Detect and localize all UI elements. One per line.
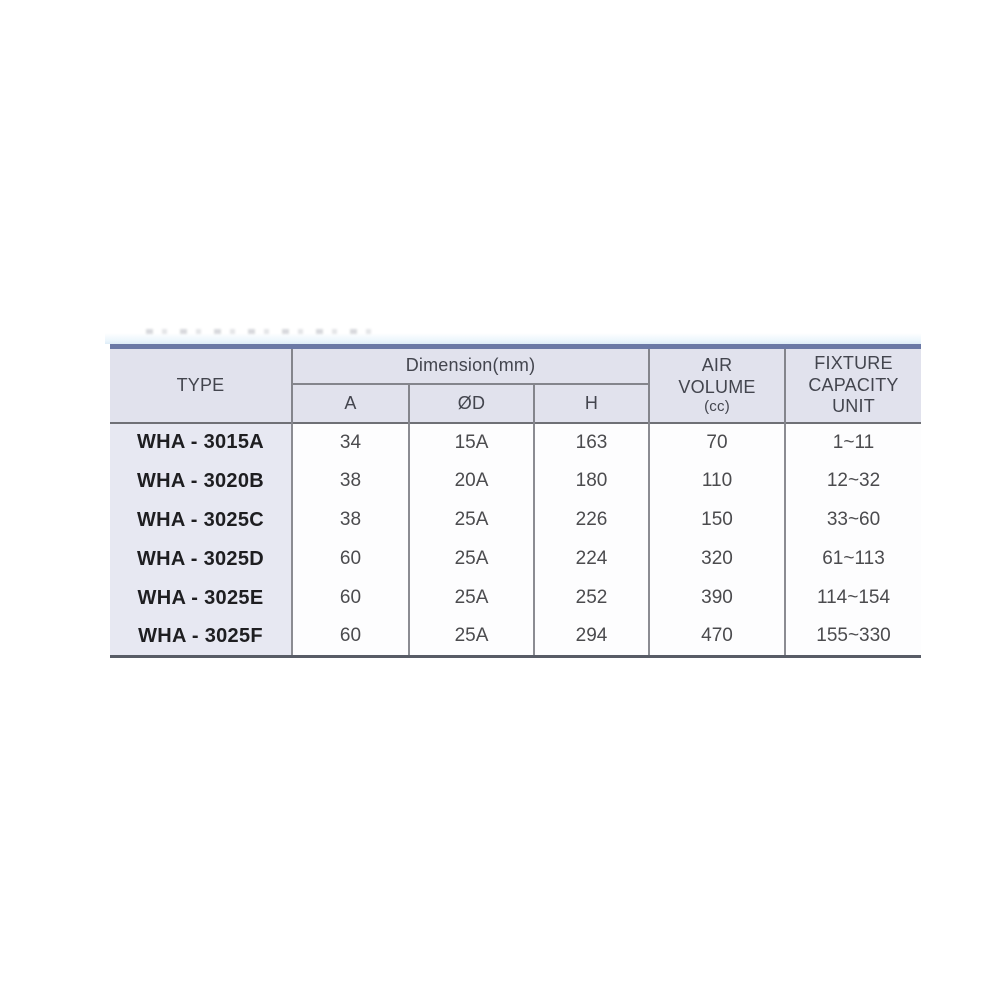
dim-h-cell: 252: [533, 578, 649, 618]
scan-halo: [105, 333, 921, 344]
header-air-volume-label: AIR VOLUME: [678, 355, 756, 397]
fixture-capacity-cell: 1~11: [784, 422, 921, 462]
air-volume-cell: 320: [648, 539, 785, 579]
table-row: WHA - 3015A 34 15A 163 70 1~11: [110, 422, 921, 462]
type-cell: WHA - 3015A: [110, 422, 292, 462]
dim-h-cell: 180: [533, 461, 649, 501]
air-volume-cell: 470: [648, 617, 785, 657]
header-fixture-capacity-label: FIXTURE CAPACITY UNIT: [808, 353, 899, 416]
dim-d-cell: 25A: [408, 500, 534, 540]
dim-h-cell: 226: [533, 500, 649, 540]
fixture-capacity-cell: 114~154: [784, 578, 921, 618]
table-row: WHA - 3025E 60 25A 252 390 114~154: [110, 578, 921, 618]
table-row: WHA - 3025F 60 25A 294 470 155~330: [110, 617, 921, 657]
header-type: TYPE: [110, 346, 292, 423]
dim-a-cell: 38: [291, 461, 409, 501]
air-volume-cell: 150: [648, 500, 785, 540]
spec-table-body: WHA - 3015A 34 15A 163 70 1~11 WHA - 302…: [110, 422, 921, 657]
type-cell: WHA - 3025F: [110, 617, 292, 657]
dim-d-cell: 20A: [408, 461, 534, 501]
dim-h-cell: 163: [533, 422, 649, 462]
table-row: WHA - 3025D 60 25A 224 320 61~113: [110, 539, 921, 579]
header-air-volume: AIR VOLUME (cc): [648, 346, 785, 423]
type-cell: WHA - 3025C: [110, 500, 292, 540]
dim-a-cell: 34: [291, 422, 409, 462]
header-air-volume-unit: (cc): [704, 397, 730, 415]
fixture-capacity-cell: 33~60: [784, 500, 921, 540]
header-dim-a: A: [291, 383, 409, 423]
fixture-capacity-cell: 155~330: [784, 617, 921, 657]
type-cell: WHA - 3025E: [110, 578, 292, 618]
fixture-capacity-cell: 12~32: [784, 461, 921, 501]
cropped-text-artifact: [146, 329, 381, 334]
type-cell: WHA - 3020B: [110, 461, 292, 501]
spec-table-header: TYPE Dimension(mm) AIR VOLUME (cc) FIXTU…: [110, 346, 921, 423]
header-fixture-capacity: FIXTURE CAPACITY UNIT: [784, 346, 921, 423]
dim-d-cell: 15A: [408, 422, 534, 462]
air-volume-cell: 110: [648, 461, 785, 501]
dim-a-cell: 60: [291, 539, 409, 579]
dim-h-cell: 294: [533, 617, 649, 657]
dim-a-cell: 38: [291, 500, 409, 540]
table-row: WHA - 3025C 38 25A 226 150 33~60: [110, 500, 921, 540]
table-row: WHA - 3020B 38 20A 180 110 12~32: [110, 461, 921, 501]
dim-a-cell: 60: [291, 617, 409, 657]
header-dimension-group: Dimension(mm): [291, 346, 649, 385]
header-dim-h: H: [533, 383, 649, 423]
air-volume-cell: 70: [648, 422, 785, 462]
type-cell: WHA - 3025D: [110, 539, 292, 579]
spec-table: TYPE Dimension(mm) AIR VOLUME (cc) FIXTU…: [110, 344, 921, 658]
dim-d-cell: 25A: [408, 578, 534, 618]
header-dim-d: ØD: [408, 383, 534, 423]
fixture-capacity-cell: 61~113: [784, 539, 921, 579]
dim-a-cell: 60: [291, 578, 409, 618]
dim-d-cell: 25A: [408, 539, 534, 579]
dim-h-cell: 224: [533, 539, 649, 579]
air-volume-cell: 390: [648, 578, 785, 618]
dim-d-cell: 25A: [408, 617, 534, 657]
